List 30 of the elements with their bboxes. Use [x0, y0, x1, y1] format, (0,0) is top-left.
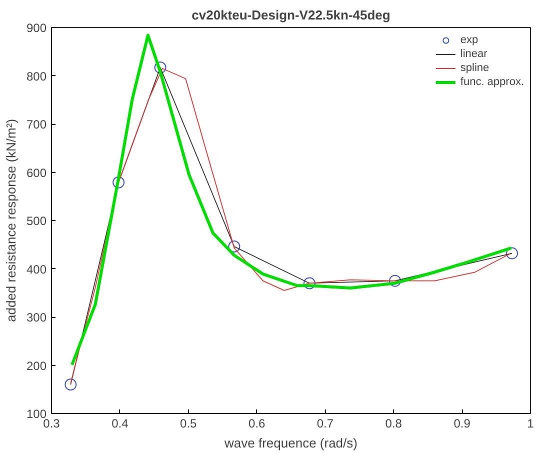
point [112, 176, 125, 188]
y-tick-label: 800 [26, 69, 47, 84]
y-tick-label: 600 [26, 166, 47, 180]
point [154, 62, 166, 74]
point [64, 378, 77, 391]
x-tick-label: 0.6 [248, 416, 266, 430]
x-tick-label: 0.7 [316, 416, 334, 430]
point [506, 247, 518, 260]
legend-label: linear [460, 48, 488, 60]
x-tick-label: 0.8 [385, 416, 402, 430]
legend-label: func. approx. [460, 76, 524, 88]
chart-title: cv20kteu-Design-V22.5kn-45deg [192, 8, 390, 22]
x-tick-label: 1 [527, 416, 534, 430]
legend-label: exp [460, 34, 480, 46]
y-tick-label: 900 [26, 21, 47, 35]
y-tick-label: 500 [26, 214, 47, 228]
point [228, 240, 240, 253]
x-tick-label: 0.5 [180, 416, 198, 430]
y-tick-label: 700 [26, 118, 47, 132]
y-tick-label: 300 [26, 310, 47, 324]
x-tick-label: 0.4 [112, 416, 129, 430]
x-tick-label: 0.9 [454, 416, 471, 430]
y-axis-title: added resistance response (kN/m²) [3, 118, 18, 322]
point [389, 274, 402, 287]
y-tick-label: 200 [26, 358, 47, 373]
legend-label: spline [460, 62, 490, 74]
x-axis-title: wave frequence (rad/s) [224, 436, 358, 450]
point [303, 277, 316, 290]
x-tick-label: 0.3 [43, 416, 60, 430]
y-tick-label: 400 [26, 262, 47, 276]
